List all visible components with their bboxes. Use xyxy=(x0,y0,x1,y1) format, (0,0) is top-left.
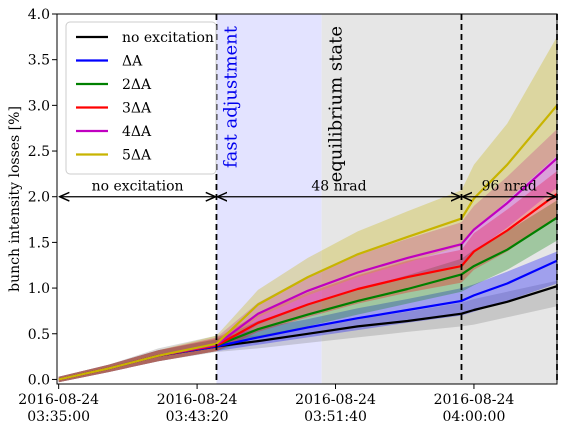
y-axis-title: bunch intensity losses [%] xyxy=(7,106,23,292)
region-label-0: fast adjustment xyxy=(220,25,241,168)
interval-label-2: 96 nrad xyxy=(482,179,537,195)
x-tick-label-0-1: 03:35:00 xyxy=(27,409,90,425)
y-tick-label-7: 3.5 xyxy=(28,53,50,69)
x-tick-label-3-1: 04:00:00 xyxy=(442,409,505,425)
legend-label-1: ΔA xyxy=(122,54,143,70)
band-series-4 xyxy=(58,129,557,383)
legend-label-4: 4ΔA xyxy=(122,124,152,140)
band-series-5 xyxy=(58,36,557,383)
legend-label-5: 5ΔA xyxy=(122,148,152,164)
y-tick-label-0: 0.0 xyxy=(28,372,50,388)
x-tick-label-1-1: 03:43:20 xyxy=(166,409,229,425)
axes: 0.00.51.01.52.02.53.03.54.02016-08-2403:… xyxy=(7,7,558,425)
legend-label-3: 3ΔA xyxy=(122,101,152,117)
y-tick-label-3: 1.5 xyxy=(28,235,50,251)
band-series-0 xyxy=(58,280,557,383)
x-tick-label-2-0: 2016-08-24 xyxy=(295,392,376,408)
plot-frame xyxy=(56,13,558,385)
legend-label-2: 2ΔA xyxy=(122,77,152,93)
region-label-1: equilibrium state xyxy=(326,26,347,182)
x-tick-label-3-0: 2016-08-24 xyxy=(434,392,515,408)
y-tick-label-8: 4.0 xyxy=(28,7,50,23)
x-tick-label-1-0: 2016-08-24 xyxy=(157,392,238,408)
legend: no excitation ΔA 2ΔA 3ΔA 4ΔA 5ΔA xyxy=(65,21,217,175)
y-tick-label-2: 1.0 xyxy=(28,281,50,297)
series-lines xyxy=(58,104,557,381)
legend-label-0: no excitation xyxy=(122,30,214,46)
x-tick-label-2-1: 03:51:40 xyxy=(304,409,367,425)
y-tick-label-1: 0.5 xyxy=(28,327,50,343)
y-tick-label-5: 2.5 xyxy=(28,144,50,160)
interval-label-0: no excitation xyxy=(92,179,184,195)
y-tick-label-6: 3.0 xyxy=(28,98,50,114)
y-tick-label-4: 2.0 xyxy=(28,190,50,206)
interval-annotations: no excitation 48 nrad 96 nrad xyxy=(60,179,556,197)
band-series-2 xyxy=(58,200,557,383)
x-tick-label-0-0: 2016-08-24 xyxy=(18,392,99,408)
region-labels: fast adjustment equilibrium state xyxy=(220,25,346,182)
interval-label-1: 48 nrad xyxy=(311,179,366,195)
